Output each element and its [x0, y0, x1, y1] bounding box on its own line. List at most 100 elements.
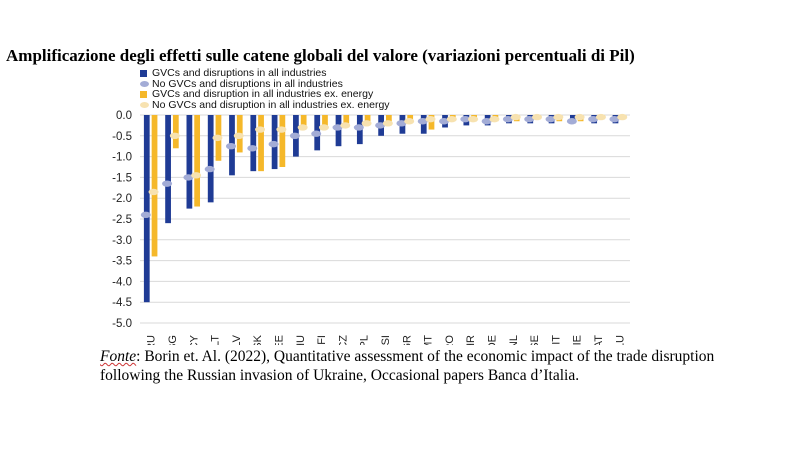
dot-series2: [524, 115, 535, 123]
x-tick-label: RU: [146, 335, 158, 345]
x-tick-label: BG: [167, 335, 179, 345]
dot-series4: [489, 115, 500, 123]
y-tick-label: -2.5: [112, 214, 132, 226]
legend-item-series4: No GVCs and disruption in all industries…: [140, 99, 390, 111]
legend-label-series1: GVCs and disruptions in all industries: [152, 67, 327, 79]
legend-label-series2: No GVCs and disruptions in all industrie…: [152, 77, 343, 90]
bar-series1: [143, 115, 150, 303]
x-tick-label: MT: [423, 335, 435, 345]
x-tick-label: HU: [295, 335, 307, 345]
bar-series3: [300, 115, 307, 130]
bar-series3: [279, 115, 286, 167]
bar-series3: [194, 115, 201, 207]
dot-series2: [268, 140, 279, 148]
y-tick-label: -1.5: [112, 172, 132, 184]
chart-legend: GVCs and disruptions in all industries N…: [140, 68, 390, 110]
source-text-1: : Borin et. Al. (2022), Quantitative ass…: [136, 348, 715, 365]
dot-series4: [297, 124, 308, 131]
dot-series2: [566, 118, 577, 125]
legend-swatch-series3: [140, 90, 147, 98]
chart-title: Amplificazione degli effetti sulle caten…: [6, 46, 635, 65]
dot-series2: [396, 120, 407, 127]
dot-series2: [162, 180, 173, 187]
dot-series4: [148, 188, 159, 196]
dot-series2: [439, 118, 450, 125]
legend-swatch-series1: [140, 69, 147, 77]
legend-item-series3: GVCs and disruption in all industries ex…: [140, 89, 390, 100]
bar-chart: 0.0 -0.5 -1.0 -1.5 -2.0 -2.5 -3.0 -3.5 -4.0 -4.5 -…: [112, 110, 630, 345]
dot-series4: [212, 134, 223, 142]
dot-series4: [191, 172, 202, 179]
bar-series1: [250, 115, 257, 172]
x-tick-label: LV: [231, 334, 243, 345]
y-tick-label: -5.0: [112, 318, 132, 330]
x-tick-label: CY: [188, 334, 200, 345]
dot-series4: [446, 115, 457, 123]
dot-series4: [340, 122, 351, 129]
y-tick-label: -2.0: [112, 193, 132, 205]
source-line-1: Fonte: Borin et. Al. (2022), Quantitativ…: [100, 347, 800, 366]
dot-series4: [382, 120, 393, 127]
dot-series2: [460, 115, 471, 123]
dot-series4: [617, 113, 628, 121]
dot-series4: [574, 113, 585, 121]
bar-series1: [165, 115, 171, 224]
dot-series2: [353, 124, 364, 131]
x-tick-label: EE: [273, 335, 285, 345]
y-tick-label: -3.5: [112, 256, 132, 268]
x-tick-label: GR: [401, 335, 413, 345]
x-tick-label: SE: [529, 335, 541, 345]
dot-series2: [140, 211, 151, 219]
bar-series3: [258, 115, 264, 172]
x-tick-label: RO: [444, 335, 456, 345]
bar-series3: [322, 115, 328, 128]
legend-label-series3: GVCs and disruption in all industries ex…: [152, 88, 374, 100]
x-tick-label: AT: [593, 335, 605, 345]
dot-series4: [361, 120, 372, 127]
dot-series2: [289, 132, 300, 139]
x-tick-label: IT: [550, 335, 562, 345]
legend-item-series2: No GVCs and disruptions in all industrie…: [140, 77, 390, 90]
source-label: Fonte: [100, 348, 137, 365]
dot-series4: [595, 113, 606, 121]
dot-series4: [318, 124, 329, 131]
dot-series2: [247, 145, 258, 152]
dot-series2: [481, 118, 492, 125]
dot-series4: [233, 132, 244, 139]
bar-series3: [172, 115, 179, 149]
dot-series2: [609, 115, 620, 123]
y-tick-label: -3.0: [112, 235, 132, 247]
dot-series4: [532, 113, 543, 121]
source-line-2: following the Russian invasion of Ukrain…: [100, 367, 580, 384]
bar-series1: [186, 115, 193, 209]
dot-series2: [588, 115, 599, 123]
dot-series2: [311, 130, 322, 137]
source-note: Fonte: Borin et. Al. (2022), Quantitativ…: [100, 347, 800, 385]
legend-swatch-series2: [140, 80, 149, 87]
y-tick-label: -4.0: [112, 276, 132, 288]
dot-series2: [332, 124, 343, 131]
x-tick-label: LT: [210, 335, 222, 345]
bar-series3: [343, 115, 350, 128]
x-tick-label: CZ: [337, 335, 349, 345]
dot-series2: [502, 115, 513, 123]
x-tick-label: LU: [614, 335, 626, 345]
dot-series4: [510, 113, 521, 121]
dot-series4: [169, 132, 180, 139]
x-tick-label: NL: [508, 335, 520, 345]
dot-series2: [375, 122, 386, 129]
x-tick-label: IE: [572, 335, 584, 345]
dot-series4: [255, 126, 266, 133]
dot-series2: [225, 143, 236, 150]
dot-series4: [425, 115, 436, 123]
y-tick-label: -0.5: [112, 131, 132, 143]
x-tick-label: FI: [316, 335, 328, 345]
y-tick-label: 0.0: [116, 110, 132, 122]
y-tick-label: -1.0: [112, 152, 132, 164]
dot-series4: [468, 115, 479, 123]
x-tick-label: PL: [359, 335, 371, 345]
bar-series3: [151, 115, 158, 257]
x-tick-label: SI: [380, 335, 392, 345]
dot-series4: [404, 118, 415, 125]
x-tick-label: HR: [465, 335, 477, 345]
